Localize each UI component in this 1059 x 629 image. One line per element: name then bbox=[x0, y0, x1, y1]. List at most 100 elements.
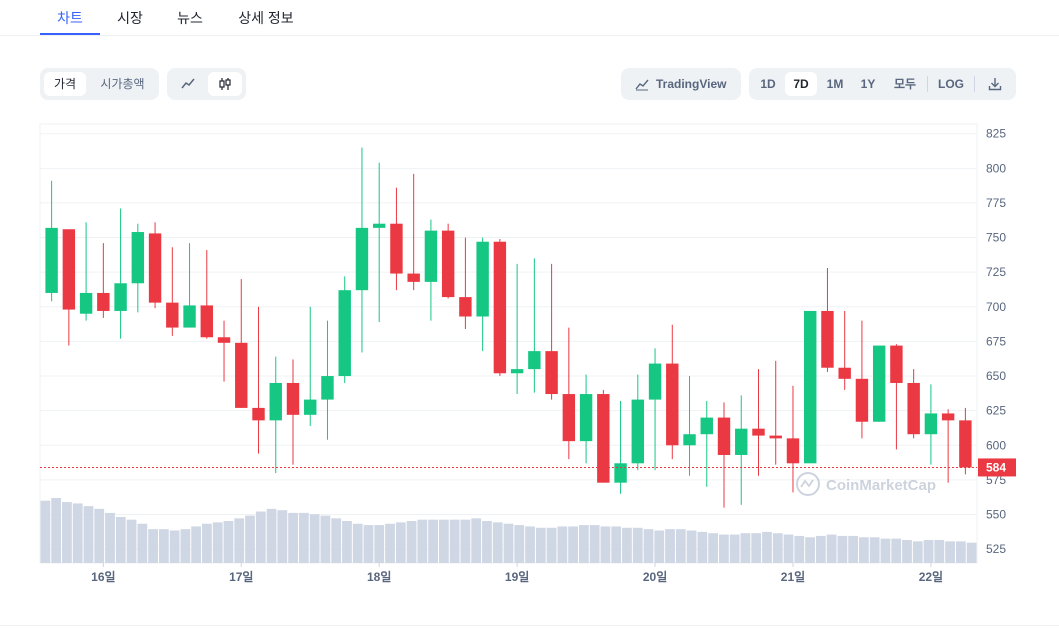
volume-bar bbox=[859, 537, 869, 563]
candle-down bbox=[166, 302, 179, 328]
volume-bar bbox=[934, 539, 945, 563]
volume-bar bbox=[826, 534, 837, 563]
volume-bar bbox=[891, 538, 902, 563]
volume-bar bbox=[460, 519, 471, 563]
volume-bar bbox=[643, 529, 654, 563]
candle-down bbox=[407, 273, 420, 282]
volume-bar bbox=[385, 523, 395, 563]
candle-down bbox=[459, 297, 472, 317]
log-scale-button[interactable]: LOG bbox=[938, 77, 964, 91]
range-1d-button[interactable]: 1D bbox=[760, 77, 776, 91]
coinmarketcap-watermark: CoinMarketCap bbox=[796, 472, 936, 496]
candle-down bbox=[838, 367, 851, 379]
volume-bar bbox=[848, 535, 859, 563]
candle-down bbox=[390, 223, 403, 274]
candlestick-chart[interactable]: 8258007757507257006756506256005755505251… bbox=[0, 118, 1059, 598]
current-price-tag bbox=[978, 458, 1016, 477]
metric-price-button[interactable]: 가격 bbox=[44, 72, 86, 96]
candle-up bbox=[924, 413, 938, 435]
x-tick-label: 19일 bbox=[505, 570, 529, 584]
candle-down bbox=[941, 413, 955, 421]
volume-bar bbox=[514, 525, 525, 563]
volume-bar bbox=[266, 508, 277, 563]
y-tick-label: 675 bbox=[986, 334, 1006, 348]
range-divider bbox=[974, 76, 975, 92]
tradingview-button[interactable]: TradingView bbox=[621, 68, 741, 100]
chart-style-toggle bbox=[167, 68, 246, 100]
volume-bar bbox=[966, 542, 977, 563]
candle-up bbox=[321, 376, 334, 400]
y-tick-label: 775 bbox=[986, 196, 1006, 210]
volume-bar bbox=[525, 526, 535, 563]
candle-up bbox=[510, 369, 524, 374]
metric-marketcap-button[interactable]: 시가총액 bbox=[100, 77, 145, 91]
y-tick-label: 700 bbox=[986, 300, 1006, 314]
range-1y-button[interactable]: 1Y bbox=[860, 77, 876, 91]
range-all-button[interactable]: 모두 bbox=[893, 77, 917, 91]
volume-bar bbox=[589, 525, 600, 563]
tab-markets[interactable]: 시장 bbox=[117, 10, 143, 26]
tradingview-icon bbox=[635, 79, 649, 91]
candle-up bbox=[614, 463, 627, 483]
candlestick-icon bbox=[219, 78, 231, 90]
x-tick-label: 17일 bbox=[229, 570, 253, 584]
candle-up bbox=[114, 283, 127, 311]
volume-bar bbox=[805, 537, 815, 563]
candle-up bbox=[683, 434, 696, 446]
candle-up bbox=[355, 227, 369, 291]
volume-bar bbox=[686, 530, 697, 563]
tab-details[interactable]: 상세 정보 bbox=[238, 10, 294, 26]
range-selector: 1D 7D 1M 1Y 모두 LOG bbox=[749, 68, 1016, 100]
volume-bar bbox=[395, 522, 406, 563]
candle-down bbox=[148, 233, 162, 303]
candle-down bbox=[62, 229, 76, 310]
volume-bar bbox=[955, 541, 966, 563]
candle-down bbox=[821, 310, 834, 368]
candle-up bbox=[131, 232, 145, 284]
candle-up bbox=[372, 223, 386, 228]
candle-up bbox=[872, 345, 886, 422]
y-tick-label: 550 bbox=[986, 508, 1006, 522]
volume-bar bbox=[234, 518, 245, 563]
download-icon bbox=[988, 78, 1002, 91]
volume-bar bbox=[309, 514, 320, 563]
tab-news[interactable]: 뉴스 bbox=[177, 10, 203, 26]
volume-bar bbox=[697, 531, 708, 563]
volume-bar bbox=[912, 541, 923, 563]
volume-bar bbox=[72, 503, 83, 563]
download-button[interactable] bbox=[979, 72, 1011, 96]
volume-bar bbox=[815, 535, 826, 563]
candle-down bbox=[545, 351, 558, 395]
coinmarketcap-logo-icon bbox=[800, 479, 814, 488]
volume-bar bbox=[158, 529, 169, 563]
candlestick-button[interactable] bbox=[208, 72, 242, 96]
price-chart[interactable]: 825 800 775 750 725 700 675 650 625 600 575 550 525 1… bbox=[0, 118, 1059, 598]
candle-up bbox=[735, 428, 748, 455]
candle-down bbox=[217, 337, 231, 343]
volume-bar bbox=[105, 512, 115, 563]
candle-up bbox=[700, 417, 713, 435]
candle-down bbox=[562, 394, 576, 442]
volume-bar bbox=[62, 502, 72, 563]
tab-chart[interactable]: 차트 bbox=[40, 0, 100, 35]
volume-bar bbox=[837, 535, 848, 563]
volume-bar bbox=[503, 523, 514, 563]
y-tick-label: 625 bbox=[986, 404, 1006, 418]
volume-bar bbox=[869, 537, 880, 563]
volume-bar bbox=[202, 523, 212, 563]
range-7d-button[interactable]: 7D bbox=[785, 72, 817, 96]
volume-bar bbox=[622, 527, 632, 563]
volume-bar bbox=[148, 529, 158, 563]
range-1m-button[interactable]: 1M bbox=[826, 77, 844, 91]
coinmarketcap-logo-icon bbox=[796, 472, 820, 496]
line-chart-button[interactable] bbox=[171, 72, 205, 96]
candle-up bbox=[45, 227, 58, 293]
tradingview-label: TradingView bbox=[656, 77, 727, 91]
volume-bar bbox=[675, 529, 686, 563]
candle-down bbox=[666, 363, 679, 446]
tab-bar: 차트 시장 뉴스 상세 정보 bbox=[0, 0, 1059, 36]
volume-bar bbox=[331, 518, 342, 563]
y-tick-label: 800 bbox=[986, 161, 1006, 175]
candle-down bbox=[493, 241, 507, 374]
volume-bar bbox=[708, 533, 719, 563]
